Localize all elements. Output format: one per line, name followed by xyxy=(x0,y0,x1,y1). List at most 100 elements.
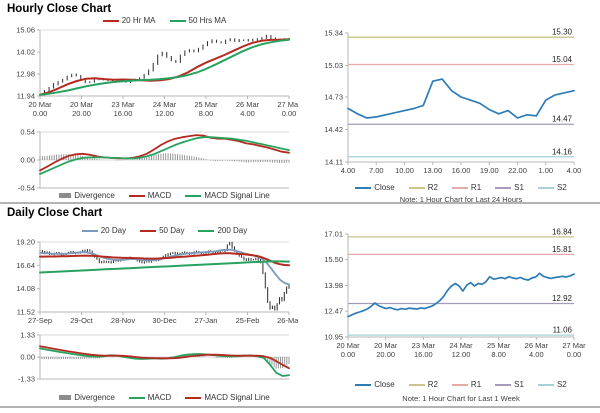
svg-text:14.47: 14.47 xyxy=(552,115,573,124)
legend-item: S2 xyxy=(537,183,567,192)
svg-text:25-Feb: 25-Feb xyxy=(236,316,260,325)
50-day-swatch-icon xyxy=(140,229,157,232)
svg-text:0.54: 0.54 xyxy=(20,128,35,137)
svg-text:27-Jan: 27-Jan xyxy=(195,316,218,325)
svg-text:16.00: 16.00 xyxy=(114,109,133,118)
legend-label: S1 xyxy=(514,380,524,389)
20-day-swatch-icon xyxy=(81,229,98,232)
r2-swatch-icon xyxy=(408,186,425,189)
svg-text:12.00: 12.00 xyxy=(452,350,471,359)
svg-text:14.08: 14.08 xyxy=(16,284,35,293)
hourly-close-legend: 20 Hr MA 50 Hrs MA xyxy=(40,16,289,25)
svg-text:26 Mar: 26 Mar xyxy=(236,100,260,109)
hourly-macd-legend: Divergence MACD MACD Signal Line xyxy=(40,191,289,200)
svg-text:20 Mar: 20 Mar xyxy=(70,100,94,109)
weekly-pivot-chart: 17.01 15.50 13.98 12.47 10.95 20 Mar 0.00 20 Ma… xyxy=(300,210,592,406)
svg-text:12.92: 12.92 xyxy=(552,294,573,303)
svg-text:13.00: 13.00 xyxy=(423,166,442,175)
weekly-pivot-legend: Close R2 R1 S1 S2 xyxy=(348,380,574,389)
macd-signal-line-swatch-icon xyxy=(185,194,202,197)
s2-swatch-icon xyxy=(537,383,554,386)
legend-label: R2 xyxy=(427,380,438,389)
svg-text:0.00: 0.00 xyxy=(282,109,297,118)
svg-text:19.00: 19.00 xyxy=(480,166,499,175)
legend-item: 50 Hrs MA xyxy=(169,16,227,25)
legend-item: Close xyxy=(355,380,395,389)
svg-text:20 Mar: 20 Mar xyxy=(374,341,398,350)
svg-text:8.00: 8.00 xyxy=(199,109,214,118)
daily-macd-legend: Divergence MACD MACD Signal Line xyxy=(40,393,289,402)
r1-swatch-icon xyxy=(451,383,468,386)
svg-text:0.00: 0.00 xyxy=(33,109,48,118)
svg-text:20 Mar: 20 Mar xyxy=(28,100,52,109)
svg-text:17.01: 17.01 xyxy=(324,230,343,239)
legend-label: Close xyxy=(374,380,395,389)
legend-label: MACD Signal Line xyxy=(204,393,270,402)
legend-label: 50 Hrs MA xyxy=(188,16,227,25)
weekly-pivot-note: Note: 1 Hour Chart for Last 1 Week xyxy=(402,394,520,403)
svg-text:16.00: 16.00 xyxy=(452,166,471,175)
20-hr-ma-swatch-icon xyxy=(102,19,119,22)
svg-text:23 Mar: 23 Mar xyxy=(412,341,436,350)
divergence-swatch-icon xyxy=(59,193,72,198)
bottom-divider xyxy=(0,406,600,408)
legend-item: MACD Signal Line xyxy=(185,393,270,402)
svg-text:1.33: 1.33 xyxy=(20,332,35,340)
section-divider xyxy=(0,202,600,204)
svg-text:20.00: 20.00 xyxy=(376,350,395,359)
svg-text:4.00: 4.00 xyxy=(529,350,544,359)
svg-text:15.06: 15.06 xyxy=(16,26,35,35)
r1-swatch-icon xyxy=(451,186,468,189)
close-swatch-icon xyxy=(355,186,372,189)
legend-item: 20 Hr MA xyxy=(102,16,156,25)
svg-text:15.03: 15.03 xyxy=(324,61,343,70)
svg-text:29-Oct: 29-Oct xyxy=(70,316,93,325)
svg-text:15.81: 15.81 xyxy=(552,245,573,254)
svg-text:26 Mar: 26 Mar xyxy=(525,341,549,350)
legend-item: MACD Signal Line xyxy=(185,191,270,200)
svg-text:30-Dec: 30-Dec xyxy=(152,316,176,325)
legend-label: S2 xyxy=(556,183,567,192)
legend-item: R2 xyxy=(408,380,438,389)
svg-text:20 Mar: 20 Mar xyxy=(336,341,360,350)
hourly-pivot-chart: 15.34 15.03 14.73 14.42 14.11 4.00 7.00 10.00 13… xyxy=(300,14,592,204)
svg-text:-0.54: -0.54 xyxy=(18,184,35,193)
svg-text:12.98: 12.98 xyxy=(16,70,35,79)
legend-item: R1 xyxy=(451,380,482,389)
svg-text:22.00: 22.00 xyxy=(508,166,527,175)
svg-text:4.00: 4.00 xyxy=(240,109,255,118)
svg-text:23 Mar: 23 Mar xyxy=(111,100,135,109)
svg-text:0.00: 0.00 xyxy=(567,350,582,359)
divergence-swatch-icon xyxy=(59,395,72,400)
daily-macd-plot: 1.33 0.00 -1.33 xyxy=(18,332,290,384)
daily-section-title: Daily Close Chart xyxy=(7,207,103,219)
svg-text:7.00: 7.00 xyxy=(369,166,384,175)
svg-text:11.52: 11.52 xyxy=(17,308,35,317)
svg-text:16.64: 16.64 xyxy=(16,261,35,270)
legend-label: R1 xyxy=(470,380,482,389)
legend-label: R1 xyxy=(470,183,482,192)
s1-swatch-icon xyxy=(495,383,512,386)
macd-swatch-icon xyxy=(128,194,145,197)
200-day-swatch-icon xyxy=(198,229,215,232)
legend-label: Close xyxy=(374,183,395,192)
legend-label: S2 xyxy=(556,380,567,389)
svg-text:24 Mar: 24 Mar xyxy=(449,341,473,350)
svg-text:27 Mar: 27 Mar xyxy=(277,100,298,109)
svg-text:14.11: 14.11 xyxy=(325,158,343,167)
svg-text:15.30: 15.30 xyxy=(552,28,573,37)
legend-label: Divergence xyxy=(74,191,115,200)
legend-item: 50 Day xyxy=(140,226,184,235)
svg-text:28-Nov: 28-Nov xyxy=(111,316,135,325)
svg-text:11.06: 11.06 xyxy=(553,326,573,335)
macd-swatch-icon xyxy=(128,396,145,399)
close-swatch-icon xyxy=(355,383,372,386)
daily-close-legend: 20 Day 50 Day 200 Day xyxy=(40,226,289,235)
svg-text:10.00: 10.00 xyxy=(395,166,414,175)
svg-text:1.00: 1.00 xyxy=(538,166,553,175)
